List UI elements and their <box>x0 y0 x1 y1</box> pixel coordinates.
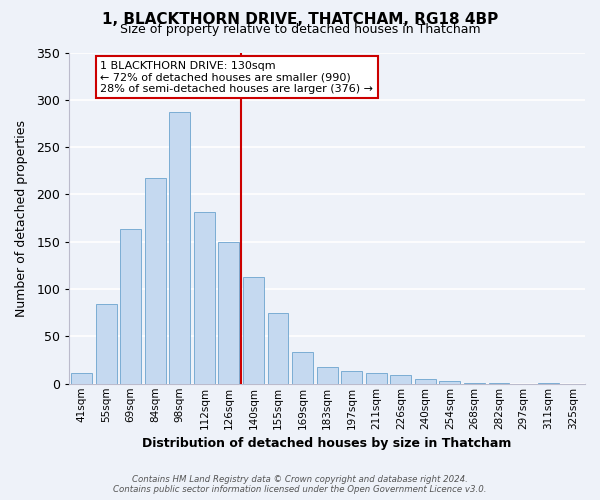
Bar <box>415 379 436 384</box>
Bar <box>169 112 190 384</box>
Bar <box>538 383 559 384</box>
Text: 1 BLACKTHORN DRIVE: 130sqm
← 72% of detached houses are smaller (990)
28% of sem: 1 BLACKTHORN DRIVE: 130sqm ← 72% of deta… <box>100 61 373 94</box>
Y-axis label: Number of detached properties: Number of detached properties <box>15 120 28 316</box>
Bar <box>268 313 289 384</box>
Bar <box>292 352 313 384</box>
Bar <box>71 374 92 384</box>
Bar <box>488 383 509 384</box>
Bar <box>95 304 116 384</box>
Bar <box>341 372 362 384</box>
Bar <box>366 374 386 384</box>
X-axis label: Distribution of detached houses by size in Thatcham: Distribution of detached houses by size … <box>142 437 512 450</box>
Bar <box>218 242 239 384</box>
Bar <box>317 366 338 384</box>
Bar <box>120 228 141 384</box>
Bar <box>194 212 215 384</box>
Bar <box>439 381 460 384</box>
Bar <box>464 383 485 384</box>
Text: 1, BLACKTHORN DRIVE, THATCHAM, RG18 4BP: 1, BLACKTHORN DRIVE, THATCHAM, RG18 4BP <box>102 12 498 28</box>
Bar <box>243 277 264 384</box>
Text: Contains HM Land Registry data © Crown copyright and database right 2024.
Contai: Contains HM Land Registry data © Crown c… <box>113 474 487 494</box>
Text: Size of property relative to detached houses in Thatcham: Size of property relative to detached ho… <box>119 22 481 36</box>
Bar <box>391 375 411 384</box>
Bar <box>145 178 166 384</box>
